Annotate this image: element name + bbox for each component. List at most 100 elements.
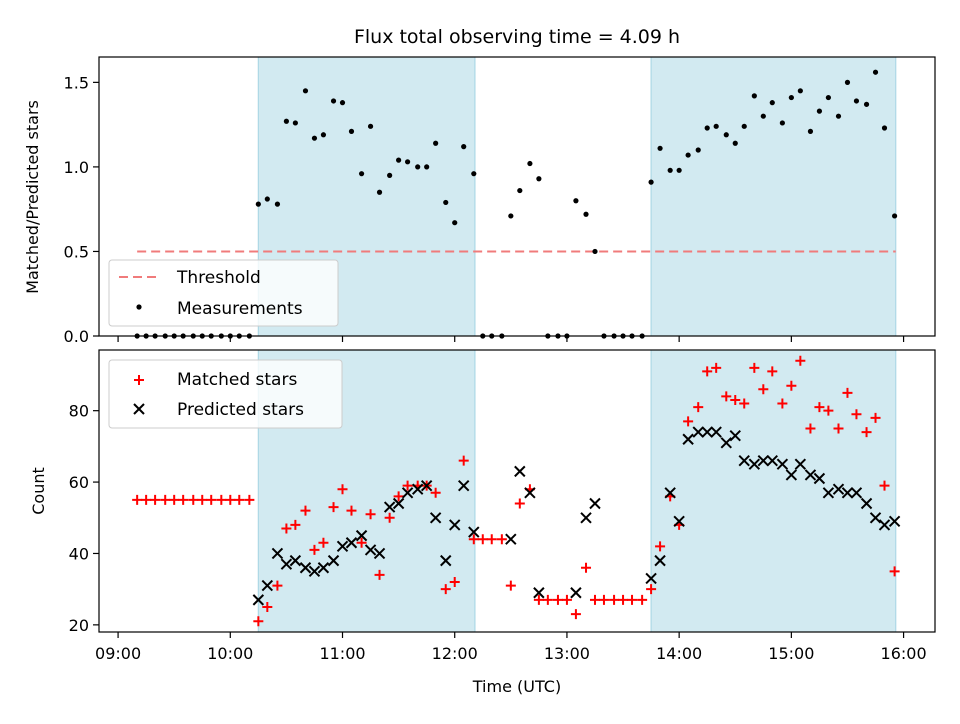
top-y-tick-label: 1.5 <box>64 73 89 92</box>
predicted-star-point <box>878 519 891 531</box>
matched-star-point <box>542 594 553 605</box>
matched-star-point <box>777 398 788 409</box>
measurement-point <box>396 157 402 163</box>
matched-star-point <box>711 362 722 373</box>
matched-star-point <box>505 580 516 591</box>
top-measurements-layer <box>134 69 898 339</box>
predicted-star-point <box>355 529 368 542</box>
predicted-star-point <box>860 497 873 510</box>
matched-star-point <box>234 494 245 505</box>
matched-star-point <box>225 494 236 505</box>
measurement-point <box>387 172 393 178</box>
matched-star-point <box>468 534 479 545</box>
predicted-star-point <box>336 540 349 553</box>
matched-star-point <box>637 594 648 605</box>
measurement-point <box>583 211 589 217</box>
matched-star-point <box>655 541 666 552</box>
predicted-star-point <box>673 515 685 528</box>
top-y-tick-label: 1.0 <box>64 158 89 177</box>
measurement-point <box>536 176 542 182</box>
matched-star-point <box>627 594 638 605</box>
legend-measurements-label: Measurements <box>177 299 303 319</box>
predicted-star-point <box>589 497 601 510</box>
matched-star-point <box>318 537 329 548</box>
x-tick-label: 13:00 <box>544 644 590 663</box>
predicted-star-point <box>383 501 396 513</box>
predicted-star-point <box>373 547 386 560</box>
predicted-star-point <box>682 433 694 445</box>
legend-matched-label: Matched stars <box>177 370 297 390</box>
matched-star-point <box>552 594 563 605</box>
measurement-point <box>807 128 814 134</box>
measurement-point <box>760 113 766 119</box>
measurement-point <box>844 79 851 85</box>
measurement-point <box>695 147 701 153</box>
measurement-point <box>853 98 860 104</box>
measurement-point <box>330 98 337 104</box>
predicted-star-point <box>748 458 761 470</box>
bottom-y-axis-label: Count <box>29 467 48 515</box>
matched-star-point <box>197 494 208 505</box>
predicted-star-point <box>420 479 433 492</box>
measurement-point <box>302 88 309 94</box>
measurement-point <box>358 171 365 177</box>
matched-star-point <box>384 512 395 523</box>
measurement-point <box>471 171 477 177</box>
matched-star-point <box>823 405 834 416</box>
measurement-point <box>723 132 729 138</box>
matched-star-point <box>393 491 404 502</box>
top-y-tick-label: 0.5 <box>64 242 89 261</box>
matched-star-point <box>290 519 301 530</box>
measurement-point <box>376 189 383 195</box>
legend-predicted-swatch <box>133 403 145 415</box>
predicted-star-point <box>804 469 817 481</box>
predicted-star-point <box>869 512 882 524</box>
predicted-star-point <box>299 562 312 574</box>
measurement-point <box>292 120 298 126</box>
predicted-star-point <box>308 565 321 578</box>
x-tick-label: 09:00 <box>95 644 141 663</box>
predicted-star-point <box>654 554 666 567</box>
measurement-point <box>881 125 888 131</box>
measurement-point <box>283 118 289 124</box>
predicted-star-point <box>757 454 770 467</box>
predicted-star-point <box>850 487 863 499</box>
matched-star-point <box>721 391 732 402</box>
predicted-star-point <box>533 587 545 599</box>
bottom-legend-box <box>108 359 343 429</box>
measurement-point <box>424 164 430 170</box>
predicted-star-point <box>429 512 442 524</box>
bottom-x-ticks: 09:00 10:00 11:00 12:00 13:00 14:00 15:00 16:00 <box>95 632 927 663</box>
measurement-point <box>797 88 803 94</box>
matched-star-point <box>598 594 609 605</box>
matched-star-point <box>861 427 872 438</box>
predicted-star-point <box>570 587 582 599</box>
measurement-point <box>415 164 421 170</box>
measurement-point <box>825 94 831 101</box>
measurement-point <box>741 123 747 129</box>
top-legend-box <box>108 259 339 327</box>
bottom-y-tick-label: 80 <box>69 402 89 421</box>
matched-star-point <box>346 505 357 516</box>
predicted-star-point <box>449 519 461 531</box>
matched-star-point <box>786 380 797 391</box>
predicted-star-point <box>720 437 732 449</box>
matched-star-point <box>767 366 778 377</box>
matched-star-point <box>300 505 311 516</box>
top-shaded-intervals <box>257 57 897 336</box>
bottom-y-ticks: 20 40 60 80 <box>69 402 99 635</box>
measurement-point <box>667 167 673 173</box>
measurement-point <box>264 196 270 202</box>
top-y-tick-label: 0.0 <box>64 327 89 346</box>
matched-star-point <box>533 594 544 605</box>
matched-star-point <box>618 594 629 605</box>
legend-measurements-swatch <box>136 304 142 310</box>
measurement-point <box>255 201 261 207</box>
matched-star-point <box>795 355 806 366</box>
legend-threshold-label: Threshold <box>176 268 261 288</box>
predicted-star-point <box>692 426 704 438</box>
matched-star-point <box>272 580 283 591</box>
predicted-star-point <box>392 497 405 510</box>
measurement-point <box>404 159 411 165</box>
bottom-predicted-layer <box>252 426 901 606</box>
